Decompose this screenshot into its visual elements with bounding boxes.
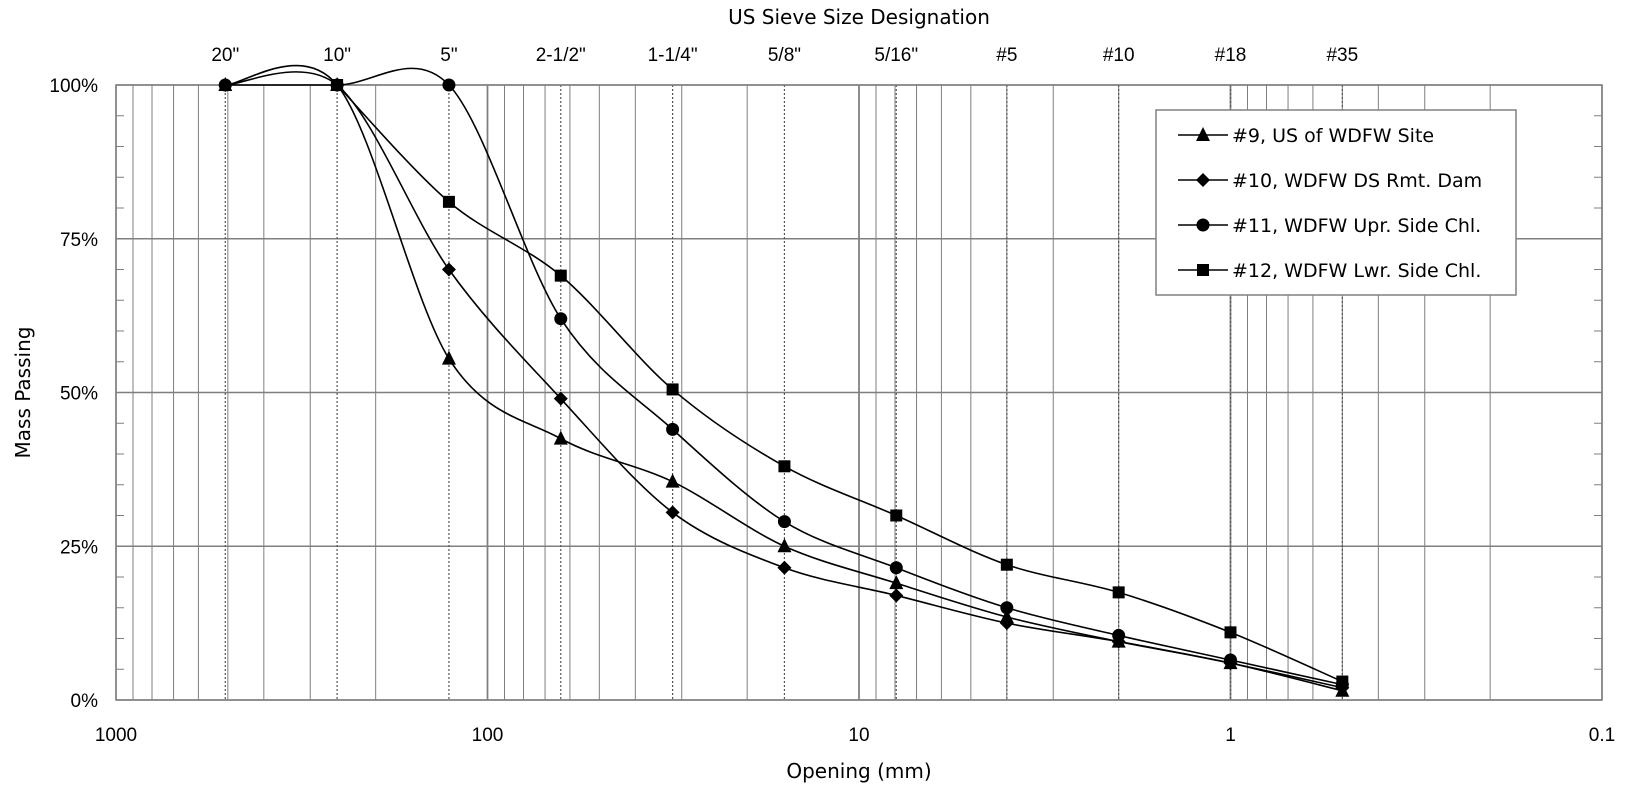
data-point-square	[890, 509, 903, 522]
y-tick-label: 0%	[71, 691, 99, 712]
sieve-tick-label: #18	[1215, 45, 1247, 66]
data-point-triangle	[889, 575, 904, 590]
y-tick-label: 100%	[49, 76, 98, 97]
legend-marker-square	[1197, 264, 1209, 276]
data-point-circle	[777, 515, 791, 529]
legend-marker-triangle	[1196, 127, 1210, 141]
sieve-tick-label: #35	[1326, 45, 1358, 66]
data-point-circle	[442, 78, 456, 92]
sieve-tick-label: #5	[996, 45, 1017, 66]
data-point-triangle	[777, 538, 792, 553]
sieve-tick-label: 10"	[323, 45, 351, 66]
legend-marker-circle	[1196, 218, 1210, 232]
data-point-triangle	[999, 608, 1014, 623]
sieve-axis-title: US Sieve Size Designation	[728, 5, 990, 29]
sieve-tick-label: 5/16"	[874, 45, 918, 66]
data-point-circle	[218, 78, 232, 92]
legend-box	[1155, 109, 1517, 296]
data-point-diamond	[441, 262, 456, 277]
x-tick-label: 1000	[95, 725, 137, 746]
data-point-circle	[1224, 653, 1237, 667]
x-axis-title: Opening (mm)	[786, 759, 931, 783]
tick-labels-layer: 20" 10" 5" 2-1/2" 1-1/4" 5/8" 5/16" #5 #10 #18 #35…	[49, 45, 1615, 746]
x-tick-label: 100	[472, 725, 504, 746]
data-point-diamond	[889, 588, 904, 603]
x-tick-label: 1	[1225, 725, 1236, 746]
legend-item: #11, WDFW Upr. Side Chl.	[1178, 215, 1481, 237]
sieve-tick-label: 5"	[440, 45, 457, 66]
y-tick-label: 50%	[60, 384, 98, 405]
data-point-square	[1336, 675, 1349, 688]
x-tick-label: 10	[848, 725, 869, 746]
legend-item: #9, US of WDFW Site	[1178, 125, 1434, 147]
series-layer	[218, 64, 1350, 697]
sieve-tick-label: 20"	[211, 45, 239, 66]
sieve-tick-label: 2-1/2"	[536, 45, 586, 66]
legend-marker-diamond	[1196, 173, 1210, 187]
data-point-circle	[666, 422, 680, 436]
data-point-diamond	[553, 391, 568, 406]
data-point-square	[1000, 558, 1013, 571]
series-4	[331, 79, 1349, 688]
legend: #9, US of WDFW Site #10, WDFW DS Rmt. Dam…	[1155, 109, 1517, 296]
series-line	[225, 71, 1343, 689]
data-point-diamond	[777, 560, 792, 575]
sieve-tick-label: 1-1/4"	[648, 45, 698, 66]
x-tick-label: 0.1	[1589, 725, 1615, 746]
plot-area-border	[115, 84, 1603, 701]
data-point-circle	[554, 312, 568, 326]
data-point-square	[1112, 586, 1125, 599]
data-point-diamond	[999, 616, 1014, 631]
y-axis-title: Mass Passing	[11, 327, 35, 459]
data-point-circle	[1112, 628, 1126, 642]
series-line	[336, 84, 1343, 683]
sieve-tick-label: 5/8"	[768, 45, 801, 66]
y-tick-label: 75%	[60, 230, 98, 251]
data-point-diamond	[665, 505, 680, 520]
legend-label: #12, WDFW Lwr. Side Chl.	[1232, 260, 1481, 282]
data-point-triangle	[553, 430, 568, 445]
data-point-square	[442, 195, 455, 208]
legend-item: #12, WDFW Lwr. Side Chl.	[1178, 260, 1481, 282]
sieve-tick-label: #10	[1103, 45, 1135, 66]
legend-label: #11, WDFW Upr. Side Chl.	[1232, 215, 1481, 237]
legend-label: #9, US of WDFW Site	[1232, 125, 1434, 147]
data-point-square	[554, 269, 567, 282]
series-line	[225, 67, 1343, 686]
data-point-square	[1224, 626, 1237, 639]
legend-label: #10, WDFW DS Rmt. Dam	[1232, 170, 1482, 192]
y-tick-label: 25%	[60, 537, 98, 558]
data-point-triangle	[441, 350, 456, 365]
data-point-circle	[1000, 601, 1014, 615]
data-point-square	[331, 79, 344, 91]
data-point-square	[666, 383, 679, 396]
data-point-circle	[889, 561, 903, 575]
legend-item: #10, WDFW DS Rmt. Dam	[1178, 170, 1482, 192]
data-point-triangle	[665, 473, 680, 488]
data-point-square	[778, 460, 791, 473]
